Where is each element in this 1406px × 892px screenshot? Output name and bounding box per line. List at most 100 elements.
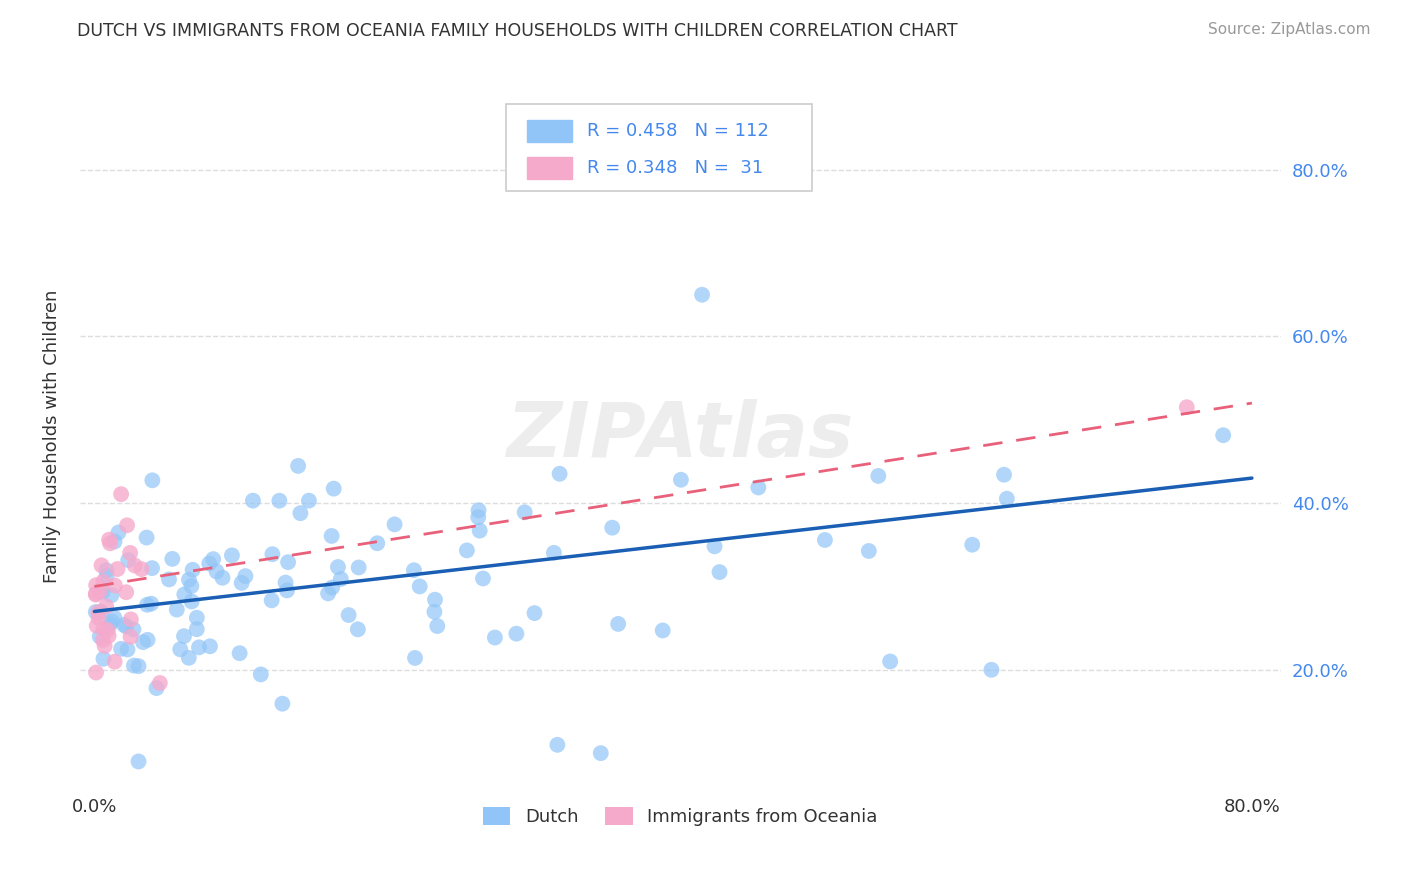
Point <box>607 616 630 631</box>
Point <box>879 655 901 669</box>
Point <box>87 611 110 625</box>
Point <box>98 617 121 632</box>
Point <box>290 506 312 520</box>
Point <box>505 626 527 640</box>
Point <box>472 572 495 586</box>
Point <box>543 546 565 560</box>
Point <box>211 571 233 585</box>
Point <box>322 482 344 496</box>
Point <box>235 569 257 583</box>
Point <box>703 539 725 553</box>
Point <box>177 650 200 665</box>
Point <box>145 681 167 695</box>
Point <box>96 563 118 577</box>
Point <box>115 619 138 633</box>
Text: ZIPAtlas: ZIPAtlas <box>506 400 853 474</box>
Point <box>117 642 139 657</box>
Bar <box>527 120 572 143</box>
Point <box>124 558 146 573</box>
Point <box>321 581 343 595</box>
Point <box>262 547 284 561</box>
Point <box>93 652 115 666</box>
Point <box>513 505 536 519</box>
Point <box>276 583 298 598</box>
FancyBboxPatch shape <box>506 103 813 192</box>
Text: Source: ZipAtlas.com: Source: ZipAtlas.com <box>1208 22 1371 37</box>
Point <box>122 623 145 637</box>
Point <box>91 632 114 647</box>
Point <box>89 585 111 599</box>
Point <box>96 568 118 582</box>
Point <box>205 565 228 579</box>
Point <box>347 560 370 574</box>
Point <box>136 598 159 612</box>
Point <box>84 588 107 602</box>
Point <box>186 611 208 625</box>
Point <box>115 518 138 533</box>
Point <box>221 549 243 563</box>
Point <box>93 622 115 636</box>
Point <box>366 536 388 550</box>
Point <box>651 624 673 638</box>
Point <box>858 544 880 558</box>
Point <box>101 615 124 629</box>
Point <box>287 458 309 473</box>
Point <box>467 503 489 517</box>
Point <box>131 562 153 576</box>
Point <box>180 594 202 608</box>
Point <box>104 655 127 669</box>
Point <box>690 287 713 301</box>
Point <box>995 491 1018 506</box>
Point <box>84 587 107 601</box>
Point <box>141 473 163 487</box>
Bar <box>527 157 572 179</box>
Point <box>1212 428 1234 442</box>
Point <box>94 599 117 614</box>
Point <box>110 487 132 501</box>
Point <box>135 531 157 545</box>
Point <box>242 493 264 508</box>
Point <box>132 635 155 649</box>
Point <box>128 755 150 769</box>
Point <box>93 639 115 653</box>
Point <box>347 623 370 637</box>
Point <box>589 746 612 760</box>
Point <box>546 738 568 752</box>
Point <box>90 605 112 619</box>
Point <box>98 533 121 547</box>
Point <box>91 584 114 599</box>
Point <box>467 510 489 524</box>
Point <box>110 641 132 656</box>
Point <box>93 574 115 589</box>
Point <box>456 543 478 558</box>
Point <box>149 676 172 690</box>
Point <box>523 606 546 620</box>
Point <box>404 651 426 665</box>
Point <box>117 553 139 567</box>
Point <box>408 579 430 593</box>
Text: DUTCH VS IMMIGRANTS FROM OCEANIA FAMILY HOUSEHOLDS WITH CHILDREN CORRELATION CHA: DUTCH VS IMMIGRANTS FROM OCEANIA FAMILY … <box>77 22 957 40</box>
Point <box>274 575 297 590</box>
Point <box>162 552 184 566</box>
Point <box>169 642 191 657</box>
Point <box>298 493 321 508</box>
Point <box>337 608 360 623</box>
Point <box>384 517 406 532</box>
Point <box>423 605 446 619</box>
Point <box>960 538 983 552</box>
Point <box>868 469 890 483</box>
Text: R = 0.458   N = 112: R = 0.458 N = 112 <box>586 122 769 140</box>
Point <box>100 588 122 602</box>
Point <box>271 697 294 711</box>
Point <box>269 493 291 508</box>
Point <box>104 578 127 592</box>
Point <box>98 536 121 550</box>
Point <box>260 593 283 607</box>
Point <box>180 579 202 593</box>
Point <box>122 658 145 673</box>
Point <box>157 573 180 587</box>
Point <box>321 529 343 543</box>
Point <box>84 665 107 680</box>
Point <box>120 546 142 560</box>
Point <box>141 597 163 611</box>
